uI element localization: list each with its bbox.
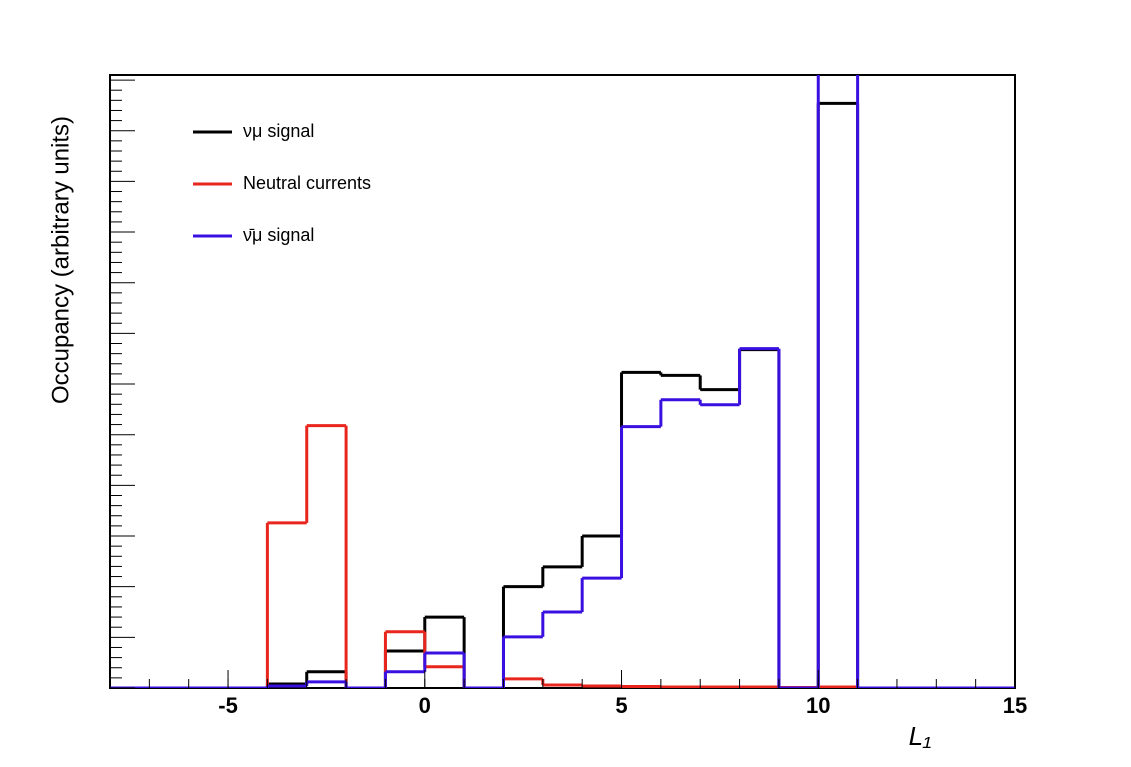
series-2	[110, 75, 1015, 688]
legend-label: Neutral currents	[243, 173, 371, 193]
legend-label: ν̄μ signal	[243, 225, 314, 245]
x-tick-label: 15	[1003, 693, 1027, 718]
x-tick-label: 5	[615, 693, 627, 718]
series-1	[110, 424, 1015, 688]
y-axis-label: Occupancy (arbitrary units)	[47, 116, 74, 404]
legend-label: νμ signal	[243, 121, 314, 141]
x-tick-label: -5	[218, 693, 238, 718]
histograms	[110, 75, 1015, 688]
plot-frame	[109, 74, 1016, 689]
x-axis-label: L₁	[909, 721, 932, 751]
x-tick-label: 0	[419, 693, 431, 718]
x-tick-label: 10	[806, 693, 830, 718]
